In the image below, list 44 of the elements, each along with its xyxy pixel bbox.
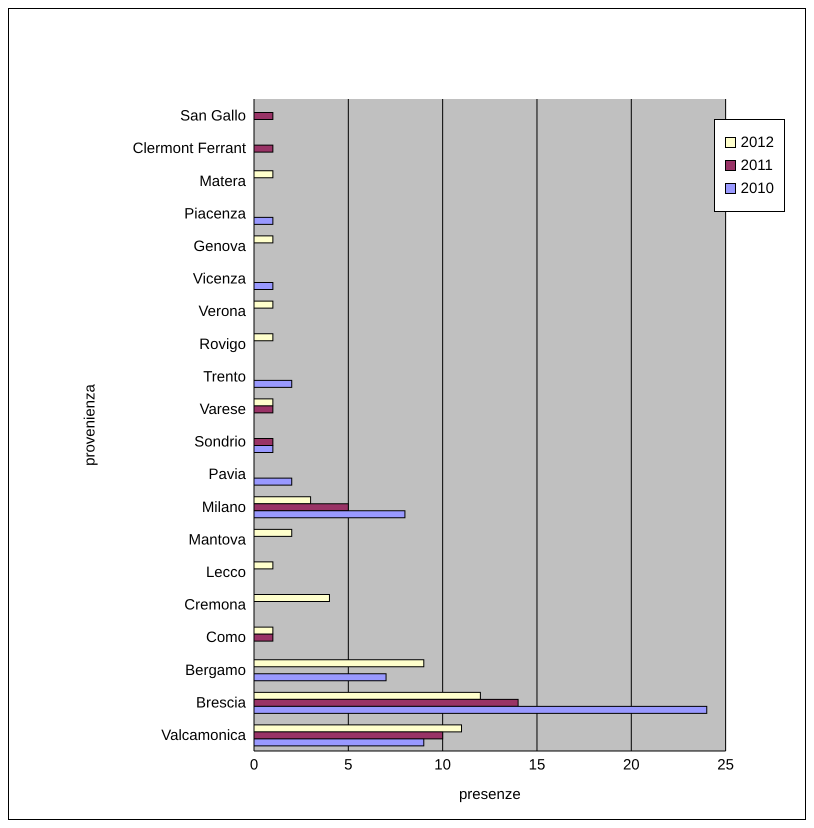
bar (254, 282, 274, 290)
y-tick-label: Mantova (188, 531, 247, 548)
bar (254, 380, 292, 388)
bar (254, 561, 274, 570)
bar (254, 235, 274, 244)
legend-label: 2010 (740, 180, 774, 197)
bar (254, 300, 274, 309)
y-tick-label: Valcamonica (161, 727, 247, 744)
bar (254, 216, 274, 225)
bar (254, 594, 330, 602)
y-tick-label: Como (206, 629, 246, 646)
legend-label: 2012 (740, 134, 774, 151)
bar (254, 478, 292, 486)
y-tick-label: Vicenza (192, 270, 247, 288)
y-tick-label: Genova (193, 238, 247, 256)
y-tick-label: Varese (200, 401, 246, 418)
legend-label: 2011 (740, 157, 773, 174)
x-tick-label: 25 (717, 756, 734, 774)
y-tick-label: Piacenza (184, 205, 247, 222)
bar (254, 112, 274, 120)
x-tick-label: 5 (344, 756, 352, 774)
x-tick-label: 10 (434, 756, 451, 774)
y-tick-label: Brescia (196, 694, 247, 712)
bar (254, 333, 274, 342)
bar (254, 170, 274, 178)
y-tick-label: Bergamo (185, 662, 246, 679)
y-tick-label: Rovigo (199, 336, 246, 353)
y-tick-label: Verona (198, 303, 247, 320)
y-tick-label: Sondrio (194, 434, 246, 451)
y-tick-label: Clermont Ferrant (132, 140, 247, 158)
y-axis-title: provenienza (81, 383, 98, 466)
x-tick-label: 15 (528, 756, 546, 774)
x-tick-label: 20 (622, 756, 640, 774)
y-tick-label: Lecco (206, 564, 246, 582)
x-tick-label: 0 (250, 756, 258, 774)
y-tick-label: Matera (199, 172, 247, 190)
y-tick-label: Pavia (208, 466, 247, 484)
y-tick-label: Milano (202, 498, 246, 516)
x-axis-title: presenze (458, 786, 521, 803)
y-tick-label: Trento (203, 368, 246, 386)
bar (254, 528, 292, 537)
bar (254, 144, 274, 153)
y-tick-label: Cremona (184, 596, 247, 614)
y-tick-label: San Gallo (180, 108, 246, 125)
